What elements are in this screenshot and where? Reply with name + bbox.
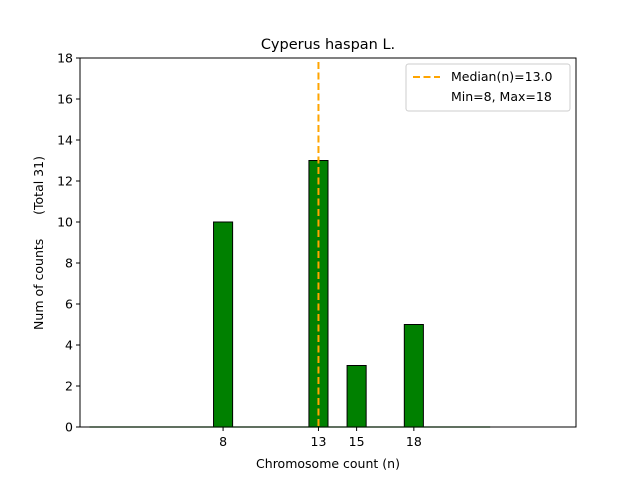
x-tick-label-8: 8 — [219, 434, 227, 449]
x-axis-label: Chromosome count (n) — [256, 456, 400, 471]
y-tick-label-2: 2 — [65, 379, 73, 394]
y-tick-label-6: 6 — [65, 297, 73, 312]
y-tick-label-16: 16 — [57, 92, 73, 107]
legend-entry-1: Min=8, Max=18 — [451, 89, 552, 104]
y-tick-label-18: 18 — [57, 51, 73, 66]
y-tick-label-14: 14 — [57, 133, 73, 148]
x-tick-label-18: 18 — [406, 434, 422, 449]
axes-frame — [79, 57, 577, 428]
y-tick-label-8: 8 — [65, 256, 73, 271]
y-tick-label-0: 0 — [65, 420, 73, 435]
plot-area: 0 2 4 6 8 10 12 14 16 18 8 13 15 18 Median(n)=13.0 Min=… — [57, 51, 577, 449]
y-axis-label: Num of counts (Total 31) — [31, 156, 46, 330]
legend-entry-0: Median(n)=13.0 — [451, 69, 552, 84]
chart-title: Cyperus haspan L. — [261, 37, 395, 53]
y-tick-label-4: 4 — [65, 338, 73, 353]
x-tick-label-15: 15 — [349, 434, 365, 449]
y-tick-label-12: 12 — [57, 174, 73, 189]
bar-18 — [403, 324, 424, 428]
x-tick-label-13: 13 — [311, 434, 327, 449]
y-tick-label-10: 10 — [57, 215, 73, 230]
bar-8 — [213, 221, 234, 428]
legend-box — [405, 63, 571, 112]
bar-15 — [346, 365, 367, 428]
